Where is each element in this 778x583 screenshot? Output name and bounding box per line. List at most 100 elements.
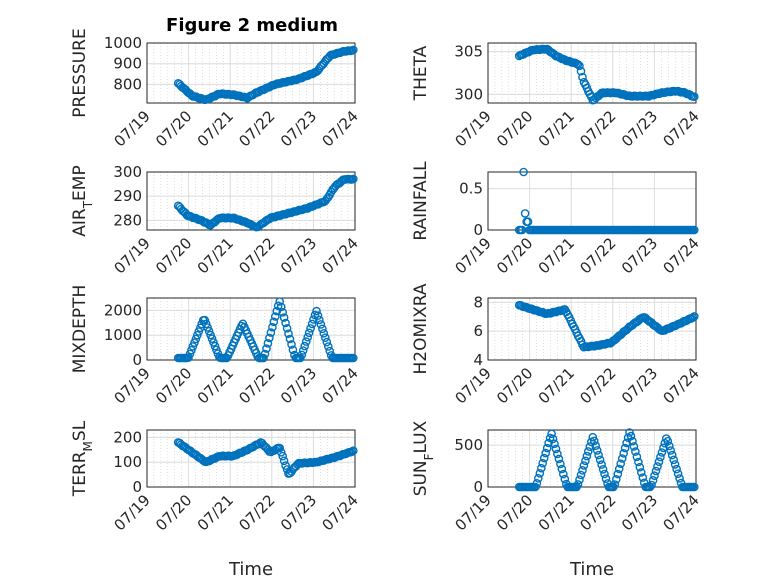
data-point — [665, 441, 674, 451]
y-tick-label: 0 — [473, 221, 483, 239]
y-tick-label: 280 — [113, 211, 142, 229]
data-point — [535, 468, 545, 478]
data-point — [548, 434, 558, 444]
data-point — [648, 475, 658, 485]
data-point — [669, 455, 679, 465]
subplot-grid: 07/1907/2007/2107/2207/2307/248009001000… — [70, 28, 703, 580]
data-point — [578, 465, 587, 475]
data-point — [581, 456, 590, 466]
y-tick-label: 200 — [113, 428, 142, 446]
data-point — [600, 469, 609, 479]
y-axis-label: TERRMSL — [70, 420, 95, 497]
data-point — [322, 337, 332, 347]
data-point — [579, 461, 589, 470]
y-tick-label: 300 — [454, 85, 483, 103]
data-point — [266, 328, 276, 337]
data-point — [297, 350, 307, 360]
data-point — [578, 72, 587, 82]
data-point — [550, 439, 559, 449]
data-point — [298, 346, 308, 355]
y-tick-label: 300 — [113, 163, 142, 181]
data-point — [204, 326, 214, 336]
data-point — [560, 474, 570, 484]
data-point — [185, 349, 195, 359]
data-point — [690, 92, 699, 101]
data-point — [673, 469, 683, 479]
y-tick-label: 1000 — [104, 326, 142, 344]
data-point — [541, 448, 551, 458]
y-axis-label: MIXDEPTH — [70, 285, 90, 374]
data-point — [551, 444, 561, 454]
data-point — [601, 474, 611, 484]
data-point — [288, 345, 298, 355]
data-point — [557, 464, 567, 474]
data-point — [347, 447, 357, 457]
data-point — [265, 333, 274, 343]
data-point — [591, 441, 601, 451]
data-point — [279, 313, 289, 322]
data-point — [307, 319, 317, 329]
data-point — [348, 446, 358, 456]
data-point — [316, 320, 326, 329]
data-point — [657, 448, 667, 457]
data-point — [637, 468, 646, 477]
data-point — [538, 458, 548, 468]
y-tick-label: 900 — [113, 55, 142, 73]
data-point — [626, 431, 636, 441]
y-axis-label: AIRTEMP — [70, 165, 95, 236]
data-point — [285, 334, 295, 344]
axes-box — [146, 171, 356, 231]
data-point — [547, 429, 556, 439]
data-point — [585, 442, 595, 452]
data-point — [269, 317, 279, 327]
data-point — [612, 474, 621, 484]
data-point — [210, 341, 220, 351]
data-point — [306, 324, 315, 333]
data-point — [532, 478, 542, 488]
data-point — [191, 334, 201, 344]
data-point — [320, 333, 330, 343]
data-point — [554, 454, 564, 464]
data-point — [348, 353, 358, 363]
data-point — [575, 475, 584, 485]
data-point — [617, 454, 627, 463]
data-point — [263, 338, 273, 348]
axes-box — [487, 297, 697, 361]
data-point — [259, 353, 268, 363]
data-point — [276, 302, 286, 312]
y-axis-label: THETA — [411, 45, 431, 101]
axes-box — [146, 297, 356, 361]
data-point — [690, 225, 699, 235]
data-point — [595, 455, 605, 465]
data-point — [614, 464, 624, 474]
data-point — [323, 342, 333, 351]
data-point — [688, 313, 698, 322]
data-point — [523, 217, 533, 226]
axes-box — [146, 429, 356, 488]
data-point — [613, 469, 623, 479]
data-point — [206, 330, 215, 340]
data-point — [575, 61, 584, 71]
data-point — [279, 456, 289, 466]
data-point — [672, 464, 681, 474]
data-point — [313, 311, 323, 320]
data-point — [556, 459, 565, 469]
data-point — [635, 462, 645, 472]
data-point — [651, 466, 661, 476]
data-point — [659, 443, 668, 453]
data-point — [348, 174, 358, 184]
data-point — [573, 480, 583, 489]
data-point — [348, 45, 358, 55]
y-tick-label: 0 — [132, 478, 142, 496]
data-point — [278, 307, 288, 317]
data-point — [318, 324, 327, 334]
data-point — [588, 432, 598, 442]
data-point — [666, 446, 676, 455]
data-point — [519, 167, 528, 177]
data-point — [537, 463, 546, 473]
y-tick-label: 305 — [454, 43, 483, 61]
y-axis-label: H2OMIXRA — [411, 283, 431, 374]
data-point — [559, 469, 568, 479]
data-point — [619, 448, 629, 458]
data-point — [597, 460, 606, 469]
